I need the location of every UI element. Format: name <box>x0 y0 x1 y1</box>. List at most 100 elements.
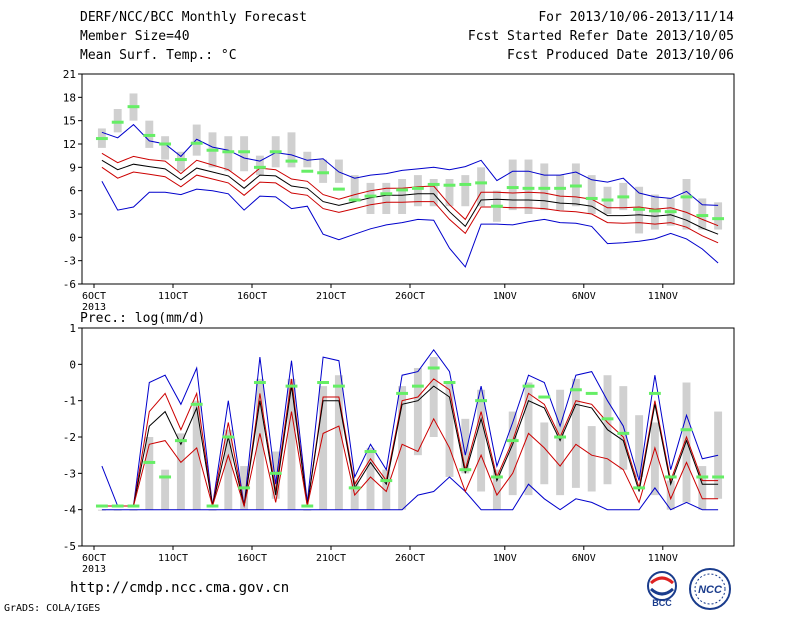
box-24 <box>477 389 486 492</box>
box-31 <box>587 426 596 492</box>
median-mark-4 <box>159 142 172 146</box>
box-16 <box>350 175 359 199</box>
median-mark-37 <box>680 195 693 199</box>
x-tick-label: 6OCT <box>82 291 106 302</box>
series-lower-envelope <box>101 476 719 511</box>
median-mark-28 <box>538 186 551 190</box>
median-mark-34 <box>633 207 646 211</box>
median-mark-9 <box>238 150 251 154</box>
median-mark-33 <box>617 195 630 199</box>
variable-label: Mean Surf. Temp.: °C <box>80 48 237 63</box>
median-mark-20 <box>411 186 424 190</box>
ncc-logo-icon: NCC <box>689 568 731 610</box>
median-mark-1 <box>111 120 124 124</box>
bcc-logo-text: BCC <box>652 598 672 607</box>
median-mark-36 <box>664 210 677 214</box>
median-mark-14 <box>317 381 330 384</box>
median-mark-13 <box>301 169 314 173</box>
median-mark-16 <box>348 486 361 490</box>
series-mean <box>101 385 719 507</box>
median-mark-8 <box>222 150 235 154</box>
x-tick-label: 11NOV <box>648 291 678 302</box>
median-mark-25 <box>490 475 503 479</box>
prec-axis-label: Prec.: log(mm/d) <box>80 311 205 326</box>
box-21 <box>429 357 438 437</box>
median-mark-12 <box>285 384 298 388</box>
median-mark-7 <box>206 148 219 152</box>
median-mark-10 <box>253 381 266 384</box>
box-37 <box>682 179 691 230</box>
box-30 <box>571 378 580 488</box>
median-mark-34 <box>633 486 646 490</box>
median-mark-33 <box>617 431 630 435</box>
median-mark-20 <box>411 384 424 388</box>
median-mark-36 <box>664 475 677 479</box>
x-tick-label: 11OCT <box>158 291 188 302</box>
box-18 <box>382 469 391 510</box>
median-mark-2 <box>127 504 140 508</box>
median-mark-24 <box>475 399 488 403</box>
x-tick-label: 26OCT <box>395 291 425 302</box>
median-mark-19 <box>396 391 409 395</box>
x-tick-label: 16OCT <box>237 291 267 302</box>
median-mark-0 <box>95 504 108 508</box>
median-mark-22 <box>443 183 456 187</box>
series-lower-envelope <box>101 181 719 268</box>
median-mark-9 <box>238 486 251 490</box>
x-tick-year: 2013 <box>82 302 106 313</box>
box-15 <box>334 375 343 510</box>
box-14 <box>319 159 328 183</box>
median-mark-37 <box>680 428 693 432</box>
median-mark-13 <box>301 504 314 508</box>
median-mark-17 <box>364 450 377 454</box>
box-10 <box>255 155 264 176</box>
median-mark-6 <box>190 141 203 145</box>
y-tick-label: -3 <box>63 467 76 480</box>
median-mark-5 <box>174 439 187 443</box>
box-24 <box>477 167 486 207</box>
box-39 <box>714 411 723 499</box>
median-mark-39 <box>712 475 725 479</box>
fcst-started-date: Fcst Started Refer Date 2013/10/05 <box>467 29 734 44</box>
median-mark-22 <box>443 381 456 384</box>
x-tick-label: 6NOV <box>572 291 596 302</box>
x-tick-label: 6OCT <box>82 553 106 564</box>
x-tick-year: 2013 <box>82 564 106 575</box>
box-29 <box>556 389 565 496</box>
x-tick-label: 11NOV <box>648 553 678 564</box>
median-mark-18 <box>380 192 393 196</box>
x-tick-label: 1NOV <box>493 553 517 564</box>
box-12 <box>287 132 296 168</box>
y-tick-label: -4 <box>63 504 77 517</box>
box-27 <box>524 382 533 496</box>
median-mark-29 <box>554 435 567 439</box>
y-tick-label: -2 <box>63 431 76 444</box>
y-tick-label: 0 <box>69 231 76 244</box>
median-mark-1 <box>111 504 124 508</box>
box-23 <box>461 418 470 474</box>
median-mark-39 <box>712 217 725 221</box>
box-29 <box>556 175 565 211</box>
median-mark-31 <box>585 196 598 200</box>
median-mark-4 <box>159 475 172 479</box>
median-mark-26 <box>506 439 519 443</box>
median-mark-0 <box>95 137 108 141</box>
header-left: DERF/NCC/BCC Monthly Forecast Member Siz… <box>80 8 307 65</box>
x-tick-label: 6NOV <box>572 553 596 564</box>
median-mark-23 <box>459 468 472 472</box>
median-mark-38 <box>696 214 709 218</box>
box-19 <box>398 386 407 510</box>
box-27 <box>524 159 533 214</box>
source-url[interactable]: http://cmdp.ncc.cma.gov.cn <box>70 580 290 596</box>
median-mark-10 <box>253 165 266 169</box>
median-mark-23 <box>459 182 472 186</box>
box-13 <box>303 151 312 168</box>
header-right: For 2013/10/06-2013/11/14 Fcst Started R… <box>468 8 734 65</box>
median-mark-19 <box>396 188 409 192</box>
series-lower-spread <box>101 411 719 508</box>
median-mark-18 <box>380 479 393 483</box>
median-mark-32 <box>601 417 614 421</box>
box-23 <box>461 175 470 207</box>
median-mark-3 <box>143 460 156 464</box>
temp-panel-frame <box>81 73 735 285</box>
